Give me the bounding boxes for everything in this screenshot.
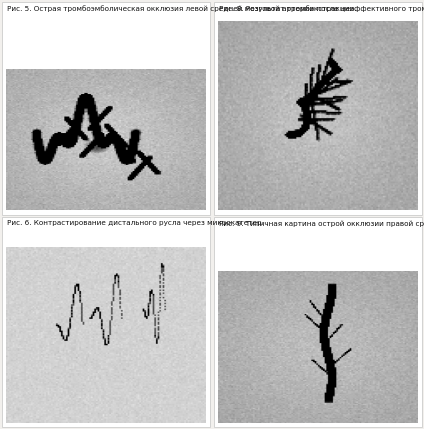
Text: Рис. 8. Результат тромбэкстракции.: Рис. 8. Результат тромбэкстракции. — [219, 6, 357, 12]
FancyBboxPatch shape — [2, 2, 210, 214]
FancyBboxPatch shape — [2, 217, 210, 427]
Text: Рис. 6. Контрастирование дистального русла через микрокатетер.: Рис. 6. Контрастирование дистального рус… — [7, 220, 264, 226]
Text: Рис. 5. Острая тромбоэмболическая окклюзия левой средней мозговой артерии после : Рис. 5. Острая тромбоэмболическая окклюз… — [7, 6, 424, 12]
FancyBboxPatch shape — [214, 217, 422, 427]
Text: Рис. 9. Типичная картина острой окклюзии правой средней мозговой артерии. Отсутс: Рис. 9. Типичная картина острой окклюзии… — [219, 220, 424, 227]
FancyBboxPatch shape — [214, 2, 422, 214]
